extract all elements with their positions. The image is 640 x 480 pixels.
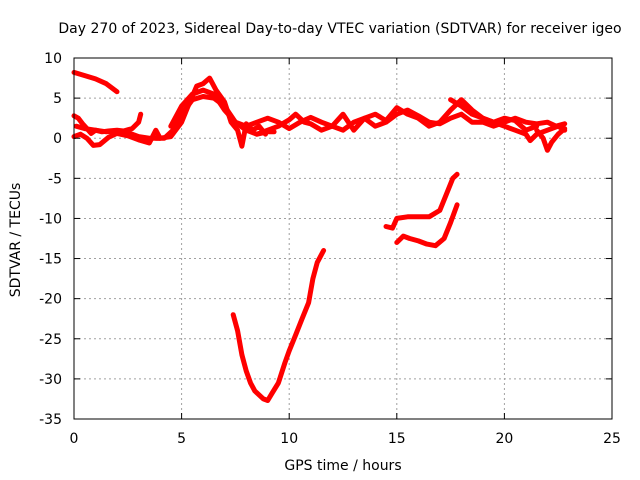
series-arc-13 [394,202,460,249]
series-arc-6 [168,87,464,133]
y-tick-label: -20 [39,292,62,308]
plot-frame [73,57,613,420]
y-tick-label: -15 [39,252,62,268]
y-tick-label: -35 [39,412,62,428]
y-tick-label: 0 [53,131,62,147]
series-arc-9 [458,111,568,129]
x-axis-label: GPS time / hours [284,458,401,474]
series-layer [71,69,568,403]
series-arc-11 [230,248,327,403]
series-arc-12 [383,171,460,231]
x-tick-label: 5 [177,431,186,447]
x-tick-label: 25 [603,431,621,447]
y-axis-label: SDTVAR / TECUs [8,183,24,298]
y-tick-label: -30 [39,372,62,388]
series-arc-8 [448,97,568,144]
x-tick-label: 20 [495,431,513,447]
y-tick-label: -25 [39,332,62,348]
y-tick-label: -5 [48,171,62,187]
y-tick-label: -10 [39,211,62,227]
chart-title: Day 270 of 2023, Sidereal Day-to-day VTE… [58,21,621,37]
x-tick-label: 0 [70,431,79,447]
y-tick-label: 10 [44,51,62,67]
series-arc-10 [534,126,568,153]
x-tick-label: 15 [388,431,406,447]
x-tick-label: 10 [280,431,298,447]
series-arc-3 [71,127,163,148]
series-arc-1 [71,69,120,95]
tick-layer: 0 5 10 15 20 25 -35 -30 -25 -20 -15 -10 -5 0 5 10 [39,51,621,447]
y-tick-label: 5 [53,91,62,107]
series-arc-4 [73,75,268,149]
